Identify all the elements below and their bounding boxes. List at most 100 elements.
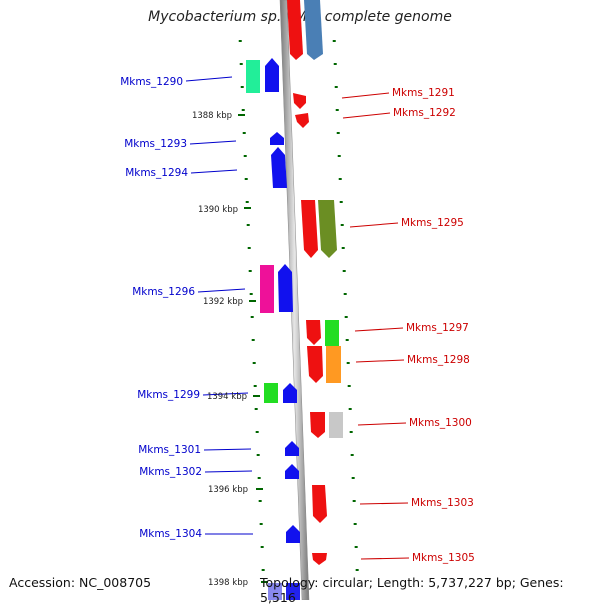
gene-label-left[interactable]: Mkms_1296 — [132, 286, 195, 298]
gene-block-1298-orange[interactable] — [326, 346, 341, 383]
scale-label: 1396 kbp — [208, 485, 248, 495]
tick-dot — [244, 178, 248, 180]
tick-dot — [352, 500, 356, 502]
gene-block-1295-red[interactable] — [301, 200, 318, 258]
gene-block-1304[interactable] — [286, 525, 300, 543]
scale-label: 1390 kbp — [198, 205, 238, 215]
gene-block-1302[interactable] — [285, 464, 299, 479]
scale-dashes — [238, 114, 268, 583]
genome-summary-text: Topology: circular; Length: 5,737,227 bp… — [260, 575, 564, 605]
tick-dot — [349, 431, 353, 433]
tick-dot — [351, 477, 355, 479]
tick-dot — [343, 293, 347, 295]
gene-label-left[interactable]: Mkms_1304 — [139, 528, 202, 540]
gene-label-left[interactable]: Mkms_1290 — [120, 76, 183, 88]
gene-block-1292[interactable] — [295, 113, 309, 128]
tick-dot — [259, 523, 263, 525]
gene-block-1305[interactable] — [312, 553, 327, 565]
gene-block-top-steelblue[interactable] — [304, 0, 323, 60]
gene-block-1300-grey[interactable] — [329, 412, 343, 438]
tick-dot — [252, 362, 256, 364]
tick-dot — [260, 546, 264, 548]
tick-dot — [339, 201, 343, 203]
gene-label-right[interactable]: Mkms_1295 — [401, 217, 464, 229]
tick-dot — [333, 63, 337, 65]
tick-dot — [340, 224, 344, 226]
gene-label-left[interactable]: Mkms_1294 — [125, 167, 188, 179]
gene-block-bottom-blue[interactable] — [286, 583, 300, 600]
gene-block-top-red[interactable] — [287, 0, 303, 60]
gene-label-right[interactable]: Mkms_1303 — [411, 497, 474, 509]
tick-dot — [346, 362, 350, 364]
gene-block-1296-blue[interactable] — [278, 264, 293, 312]
leader-line — [197, 288, 246, 293]
leader-line — [204, 470, 253, 473]
tick-dot — [245, 201, 249, 203]
tick-dot — [347, 385, 351, 387]
tick-dot — [336, 132, 340, 134]
leader-line — [189, 140, 237, 145]
gene-block-1294[interactable] — [271, 147, 287, 188]
tick-dot — [334, 86, 338, 88]
gene-label-right[interactable]: Mkms_1292 — [393, 107, 456, 119]
tick-dot — [355, 569, 359, 571]
tick-dot — [348, 408, 352, 410]
leader-line — [341, 92, 390, 99]
tick-dot — [256, 454, 260, 456]
scale-label: 1398 kbp — [208, 578, 248, 588]
tick-dot — [344, 316, 348, 318]
gene-label-right[interactable]: Mkms_1300 — [409, 417, 472, 429]
tick-dot — [242, 132, 246, 134]
gene-label-right[interactable]: Mkms_1298 — [407, 354, 470, 366]
gene-label-left[interactable]: Mkms_1301 — [138, 444, 201, 456]
gene-label-right[interactable]: Mkms_1291 — [392, 87, 455, 99]
tick-dot — [238, 40, 242, 42]
leader-line — [185, 76, 233, 82]
gene-block-1303[interactable] — [312, 485, 327, 523]
tick-dot — [243, 155, 247, 157]
tick-dot — [250, 316, 254, 318]
tick-dot — [353, 523, 357, 525]
gene-blocks — [246, 0, 343, 600]
scale-label: 1392 kbp — [203, 297, 243, 307]
gene-label-left[interactable]: Mkms_1293 — [124, 138, 187, 150]
gene-block-1299-green[interactable] — [264, 383, 278, 403]
gene-block-1301[interactable] — [285, 441, 299, 456]
tick-dot — [249, 293, 253, 295]
tick-dot — [246, 224, 250, 226]
gene-block-1297-red[interactable] — [306, 320, 321, 345]
gene-block-1299-blue[interactable] — [283, 383, 297, 403]
gene-block-1297-green[interactable] — [325, 320, 339, 346]
leader-line — [360, 557, 410, 560]
tick-dot — [251, 339, 255, 341]
tick-dot — [342, 270, 346, 272]
scale-label: 1394 kbp — [207, 392, 247, 402]
tick-dot — [258, 500, 262, 502]
leader-line — [203, 448, 252, 451]
gene-block-1293[interactable] — [270, 132, 284, 145]
gene-label-left[interactable]: Mkms_1299 — [137, 389, 200, 401]
tick-dot — [248, 270, 252, 272]
leader-line — [357, 422, 407, 426]
gene-block-1296-pink[interactable] — [260, 265, 274, 313]
tick-dot — [332, 40, 336, 42]
leader-line — [354, 327, 404, 332]
gene-label-right[interactable]: Mkms_1305 — [412, 552, 475, 564]
tick-dot — [335, 109, 339, 111]
gene-block-1295-olive[interactable] — [318, 200, 337, 258]
gene-block-bottom-lavender[interactable] — [268, 583, 282, 600]
accession-text: Accession: NC_008705 — [9, 575, 152, 590]
tick-dot — [345, 339, 349, 341]
gene-block-1290-blue[interactable] — [265, 58, 279, 92]
tick-dot — [255, 431, 259, 433]
gene-block-1300-red[interactable] — [310, 412, 325, 438]
tick-dot — [239, 63, 243, 65]
leader-line — [355, 359, 405, 363]
gene-label-left[interactable]: Mkms_1302 — [139, 466, 202, 478]
gene-block-1298-red[interactable] — [307, 346, 323, 383]
tick-dot — [253, 385, 257, 387]
gene-block-1290-green[interactable] — [246, 60, 260, 93]
gene-block-1291[interactable] — [293, 93, 306, 109]
gene-label-right[interactable]: Mkms_1297 — [406, 322, 469, 334]
